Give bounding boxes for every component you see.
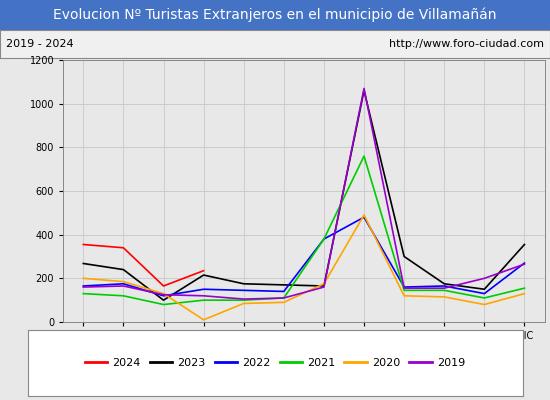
Text: http://www.foro-ciudad.com: http://www.foro-ciudad.com: [389, 39, 544, 49]
Text: Evolucion Nº Turistas Extranjeros en el municipio de Villamañán: Evolucion Nº Turistas Extranjeros en el …: [53, 8, 497, 22]
Legend: 2024, 2023, 2022, 2021, 2020, 2019: 2024, 2023, 2022, 2021, 2020, 2019: [80, 354, 470, 372]
Text: 2019 - 2024: 2019 - 2024: [6, 39, 73, 49]
